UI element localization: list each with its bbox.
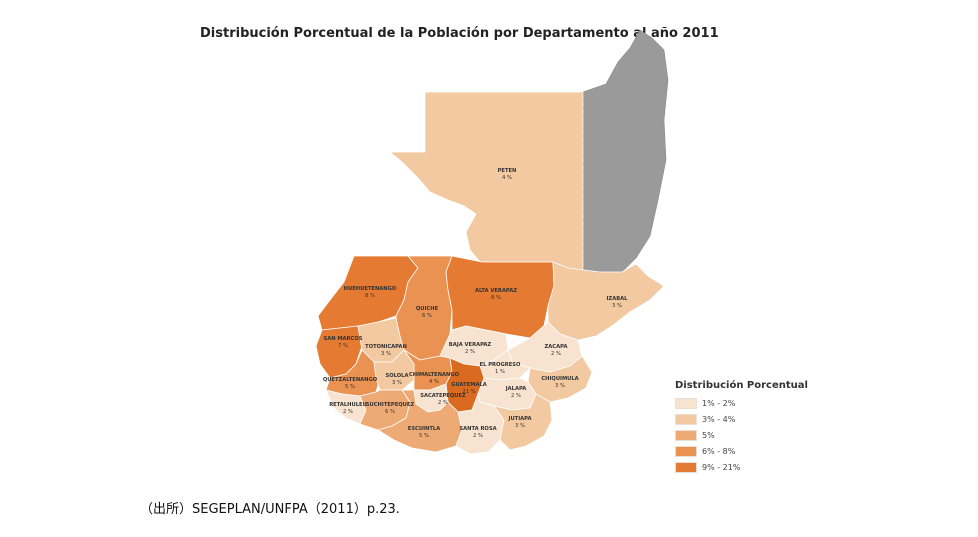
map-title: Distribución Porcentual de la Población … bbox=[200, 26, 719, 41]
dept-pct-suchitepequez: 6 % bbox=[385, 409, 395, 415]
dept-pct-totonicapan: 3 % bbox=[381, 351, 391, 357]
dept-label-san-marcos: SAN MARCOS bbox=[323, 336, 362, 342]
dept-pct-retalhuleu: 2 % bbox=[343, 409, 353, 415]
legend-swatch bbox=[675, 429, 697, 441]
legend-title: Distribución Porcentual bbox=[675, 380, 808, 391]
dept-label-huehuetenango: HUEHUETENANGO bbox=[344, 286, 397, 292]
dept-label-jalapa: JALAPA bbox=[505, 386, 527, 392]
legend-item: 3% - 4% bbox=[675, 411, 808, 427]
legend: Distribución Porcentual 1% - 2% 3% - 4% 5%… bbox=[675, 380, 808, 475]
dept-label-zacapa: ZACAPA bbox=[545, 344, 568, 350]
dept-pct-jalapa: 2 % bbox=[511, 393, 521, 399]
dept-label-retalhuleu: RETALHULEU bbox=[329, 402, 367, 408]
dept-pct-quetzaltenango: 5 % bbox=[345, 384, 355, 390]
dept-pct-san-marcos: 7 % bbox=[338, 343, 348, 349]
dept-label-guatemala: GUATEMALA bbox=[451, 382, 487, 388]
dept-label-sacatepequez: SACATEPEQUEZ bbox=[420, 393, 466, 399]
dept-pct-guatemala: 21 % bbox=[462, 389, 475, 395]
dept-pct-jutiapa: 3 % bbox=[515, 423, 525, 429]
dept-pct-baja-verapaz: 2 % bbox=[465, 349, 475, 355]
dept-pct-huehuetenango: 8 % bbox=[365, 293, 375, 299]
dept-label-quiche: QUICHE bbox=[416, 306, 439, 312]
dept-label-chiquimula: CHIQUIMULA bbox=[541, 376, 578, 382]
legend-swatch bbox=[675, 397, 697, 409]
legend-label: 6% - 8% bbox=[702, 446, 736, 456]
dept-label-alta-verapaz: ALTA VERAPAZ bbox=[475, 288, 517, 294]
dept-label-totonicapan: TOTONICAPAN bbox=[365, 344, 407, 350]
belize-region bbox=[582, 29, 669, 273]
legend-item: 6% - 8% bbox=[675, 443, 808, 459]
dept-pct-sacatepequez: 2 % bbox=[438, 400, 448, 406]
dept-peten[interactable] bbox=[388, 91, 584, 273]
legend-swatch bbox=[675, 413, 697, 425]
dept-label-jutiapa: JUTIAPA bbox=[508, 416, 532, 422]
legend-label: 1% - 2% bbox=[702, 398, 736, 408]
dept-pct-zacapa: 2 % bbox=[551, 351, 561, 357]
dept-pct-peten: 4 % bbox=[502, 175, 512, 181]
dept-label-suchitepequez: SUCHITEPEQUEZ bbox=[366, 402, 415, 408]
dept-pct-alta-verapaz: 8 % bbox=[491, 295, 501, 301]
dept-pct-solola: 3 % bbox=[392, 380, 402, 386]
dept-pct-escuintla: 5 % bbox=[419, 433, 429, 439]
dept-pct-izabal: 3 % bbox=[612, 303, 622, 309]
dept-label-izabal: IZABAL bbox=[607, 296, 629, 302]
dept-pct-quiche: 6 % bbox=[422, 313, 432, 319]
dept-pct-el-progreso: 1 % bbox=[495, 369, 505, 375]
legend-item: 1% - 2% bbox=[675, 395, 808, 411]
legend-item: 5% bbox=[675, 427, 808, 443]
dept-label-solola: SOLOLA bbox=[386, 373, 409, 379]
dept-label-peten: PETEN bbox=[498, 168, 517, 174]
dept-label-quetzaltenango: QUETZALTENANGO bbox=[323, 377, 378, 383]
legend-swatch bbox=[675, 461, 697, 473]
dept-pct-santa-rosa: 2 % bbox=[473, 433, 483, 439]
dept-pct-chiquimula: 3 % bbox=[555, 383, 565, 389]
dept-jutiapa[interactable] bbox=[493, 393, 553, 451]
legend-item: 9% - 21% bbox=[675, 459, 808, 475]
legend-label: 9% - 21% bbox=[702, 462, 741, 472]
source-note: （出所）SEGEPLAN/UNFPA（2011）p.23. bbox=[140, 502, 400, 517]
legend-label: 3% - 4% bbox=[702, 414, 736, 424]
dept-pct-chimaltenango: 4 % bbox=[429, 379, 439, 385]
dept-label-el-progreso: EL PROGRESO bbox=[480, 362, 521, 368]
dept-label-baja-verapaz: BAJA VERAPAZ bbox=[449, 342, 492, 348]
dept-label-santa-rosa: SANTA ROSA bbox=[459, 426, 496, 432]
dept-label-chimaltenango: CHIMALTENANGO bbox=[409, 372, 460, 378]
legend-swatch bbox=[675, 445, 697, 457]
dept-label-escuintla: ESCUINTLA bbox=[408, 426, 440, 432]
legend-label: 5% bbox=[702, 430, 715, 440]
dept-izabal[interactable] bbox=[547, 261, 665, 341]
